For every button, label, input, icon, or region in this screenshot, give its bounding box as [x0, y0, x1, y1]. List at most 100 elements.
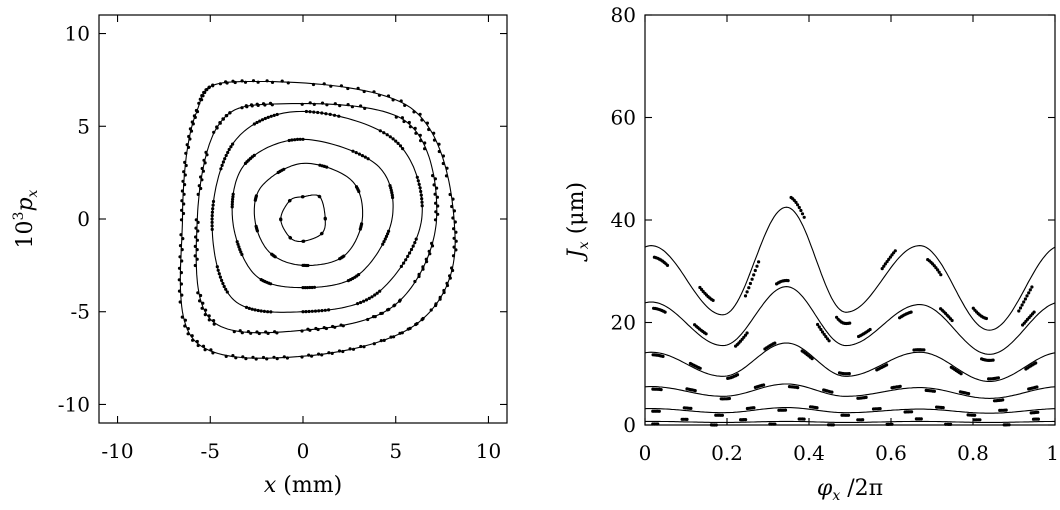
left-data-point: [401, 147, 405, 151]
right-data-point: [878, 407, 882, 411]
left-data-point: [383, 237, 387, 241]
left-data-point: [351, 149, 355, 153]
left-data-point: [198, 299, 202, 303]
left-data-point: [328, 112, 332, 116]
left-data-point: [320, 309, 324, 313]
right-data-point: [773, 341, 777, 345]
left-data-point: [280, 79, 284, 83]
left-data-point: [354, 151, 358, 155]
left-data-point: [251, 79, 256, 83]
left-data-point: [312, 110, 316, 114]
left-data-point: [392, 335, 396, 339]
right-data-point: [665, 263, 670, 267]
left-data-point: [300, 355, 304, 359]
left-data-point: [389, 335, 393, 339]
right-data-point: [786, 279, 790, 283]
right-data-point: [800, 212, 805, 216]
left-data-point: [207, 85, 211, 89]
left-data-point: [402, 261, 406, 265]
left-data-point: [276, 170, 280, 175]
right-data-point: [720, 413, 725, 417]
left-data-point: [305, 286, 309, 290]
right-data-point: [973, 413, 977, 417]
left-data-point: [212, 319, 216, 323]
left-data-point: [381, 242, 385, 246]
left-data-point: [293, 138, 297, 142]
left-data-point: [301, 137, 305, 141]
left-data-point: [255, 330, 259, 334]
right-data-point: [893, 249, 897, 253]
left-data-point: [221, 160, 225, 164]
left-data-point: [408, 125, 412, 129]
right-data-point: [802, 417, 806, 421]
left-data-point: [301, 310, 305, 314]
left-data-point: [257, 331, 261, 336]
right-data-point: [743, 294, 748, 298]
left-data-point: [177, 289, 182, 293]
left-data-point: [454, 230, 458, 234]
left-data-point: [189, 129, 194, 133]
left-data-point: [272, 113, 276, 117]
left-data-point: [211, 203, 215, 207]
left-data-point: [434, 201, 438, 205]
left-data-point: [210, 220, 214, 224]
left-data-point: [389, 188, 393, 192]
right-data-point: [698, 366, 702, 370]
left-data-point: [421, 267, 425, 271]
left-data-point: [303, 286, 307, 290]
left-data-point: [442, 288, 446, 293]
left-data-point: [196, 220, 200, 224]
right-data-point: [848, 321, 852, 325]
left-data-point: [190, 334, 194, 338]
left-data-point: [215, 126, 219, 130]
left-data-point: [327, 308, 331, 312]
left-data-point: [231, 354, 235, 358]
left-data-point: [437, 142, 441, 146]
left-data-point: [408, 251, 412, 255]
left-data-point: [203, 161, 207, 165]
left-y-tick-label: 10: [65, 22, 90, 46]
right-data-point: [817, 325, 821, 329]
left-data-point: [359, 344, 363, 349]
left-data-point: [180, 199, 184, 203]
right-data-point: [799, 208, 803, 213]
left-data-point: [341, 324, 345, 328]
left-data-point: [450, 204, 454, 209]
left-data-point: [178, 300, 182, 304]
left-data-point: [186, 145, 191, 149]
left-data-point: [193, 254, 197, 258]
right-data-point: [1034, 361, 1038, 365]
left-data-point: [244, 104, 248, 108]
left-data-point: [256, 308, 260, 313]
left-data-point: [194, 235, 198, 239]
left-data-point: [235, 240, 239, 244]
left-data-point: [194, 218, 198, 222]
left-data-point: [183, 160, 187, 164]
left-data-point: [324, 326, 328, 331]
left-data-point: [300, 195, 304, 199]
right-data-point: [1030, 285, 1034, 289]
left-data-point: [402, 119, 406, 124]
left-data-point: [425, 260, 429, 264]
right-data-point: [735, 373, 740, 377]
left-data-point: [244, 357, 248, 361]
left-x-axis-label: x (mm): [264, 473, 342, 498]
left-data-point: [232, 330, 236, 334]
left-data-point: [388, 135, 392, 139]
left-data-point: [428, 252, 432, 256]
right-data-point: [753, 268, 757, 273]
left-data-point: [211, 351, 215, 355]
left-data-point: [255, 120, 259, 125]
right-data-point: [1032, 310, 1036, 314]
right-data-point: [937, 270, 941, 274]
left-data-point: [195, 257, 199, 261]
left-y-tick-label: -5: [71, 300, 90, 324]
left-data-point: [432, 183, 436, 187]
left-data-point: [275, 357, 279, 361]
left-data-point: [191, 338, 195, 342]
left-data-point: [224, 287, 228, 291]
left-data-point: [419, 193, 423, 197]
left-data-point: [448, 274, 452, 278]
right-data-point: [1025, 294, 1029, 298]
left-data-point: [324, 112, 328, 116]
